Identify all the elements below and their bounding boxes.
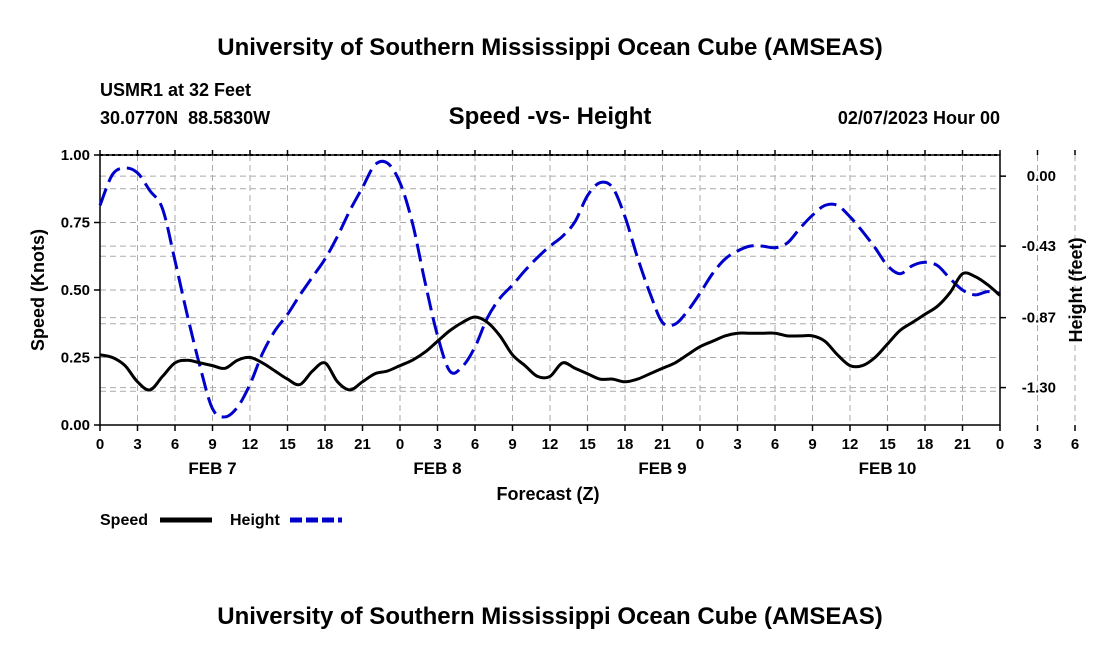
x-tick-label: 12	[242, 436, 259, 453]
x-tick-label: 6	[771, 436, 779, 453]
x-tick-label: 15	[279, 436, 296, 453]
y-axis-title: Speed (Knots)	[28, 229, 48, 351]
day-label: FEB 9	[638, 459, 686, 478]
y-tick-label: 0.50	[61, 282, 90, 299]
x-tick-label: 21	[654, 436, 671, 453]
tick-labels: 0369121518210369121518210369121518210369…	[61, 147, 1079, 478]
x-tick-label: 0	[996, 436, 1004, 453]
series-lines	[98, 159, 1001, 419]
x-tick-label: 6	[1071, 436, 1079, 453]
series-line-height	[98, 159, 1001, 419]
coordinates-label: 30.0770N 88.5830W	[100, 108, 270, 128]
day-label: FEB 7	[188, 459, 236, 478]
x-tick-label: 3	[133, 436, 141, 453]
x-tick-label: 15	[579, 436, 596, 453]
x-tick-label: 15	[879, 436, 896, 453]
y-tick-label: 0.75	[61, 215, 90, 232]
x-tick-label: 0	[396, 436, 404, 453]
x-tick-label: 21	[354, 436, 371, 453]
y2-tick-label: 0.00	[1027, 168, 1056, 185]
main-title: University of Southern Mississippi Ocean…	[217, 34, 882, 61]
x-tick-label: 3	[1033, 436, 1041, 453]
y2-tick-label: -0.87	[1022, 310, 1056, 327]
x-tick-label: 18	[617, 436, 634, 453]
y2-tick-label: -0.43	[1022, 238, 1056, 255]
y2-axis-title: Height (feet)	[1066, 238, 1086, 343]
y-tick-label: 1.00	[61, 147, 90, 164]
day-label: FEB 8	[413, 459, 461, 478]
legend-height-label: Height	[230, 512, 280, 529]
legend-speed-label: Speed	[100, 512, 148, 529]
x-tick-label: 6	[171, 436, 179, 453]
day-label: FEB 10	[859, 459, 917, 478]
y-tick-label: 0.00	[61, 417, 90, 434]
x-tick-label: 12	[542, 436, 559, 453]
series-line-speed	[99, 271, 1001, 392]
x-tick-label: 9	[508, 436, 516, 453]
x-tick-label: 9	[808, 436, 816, 453]
x-tick-label: 3	[733, 436, 741, 453]
x-tick-label: 9	[208, 436, 216, 453]
y-tick-label: 0.25	[61, 350, 90, 367]
x-tick-label: 3	[433, 436, 441, 453]
y2-tick-label: -1.30	[1022, 380, 1056, 397]
x-tick-label: 12	[842, 436, 859, 453]
x-axis-title: Forecast (Z)	[496, 484, 599, 504]
x-tick-label: 6	[471, 436, 479, 453]
x-tick-label: 0	[96, 436, 104, 453]
axes	[94, 150, 1076, 431]
grid-lines	[100, 155, 1076, 425]
x-tick-label: 21	[954, 436, 971, 453]
legend: Speed Height	[100, 512, 342, 529]
x-tick-label: 0	[696, 436, 704, 453]
footer-title: University of Southern Mississippi Ocean…	[217, 603, 882, 630]
x-tick-label: 18	[917, 436, 934, 453]
chart-title: Speed -vs- Height	[449, 103, 652, 130]
station-label: USMR1 at 32 Feet	[100, 80, 251, 100]
x-tick-label: 18	[317, 436, 334, 453]
forecast-datetime: 02/07/2023 Hour 00	[838, 108, 1000, 128]
